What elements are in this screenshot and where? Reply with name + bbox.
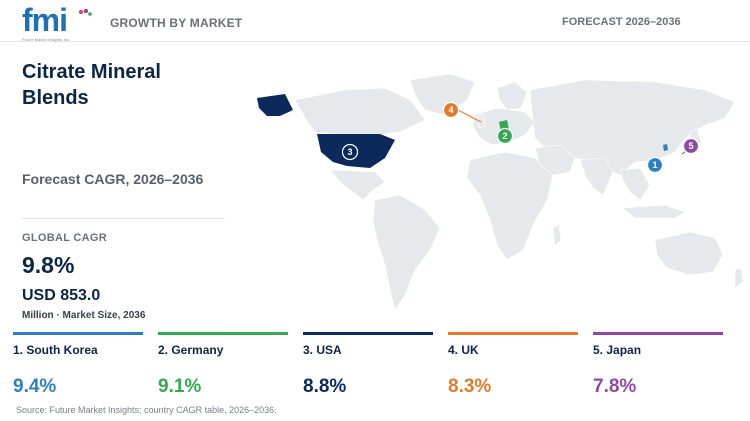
card-accent-bar — [158, 332, 288, 335]
alaska-shape — [257, 94, 293, 116]
canada-shape — [294, 87, 426, 136]
mexico-shape — [329, 169, 386, 201]
marker-usa[interactable]: 3 — [341, 143, 359, 161]
africa-shape — [466, 151, 554, 261]
page-title: Citrate Mineral Blends — [22, 61, 161, 109]
country-card-germany[interactable]: 2. Germany 9.1% — [158, 332, 288, 402]
country-card-south-korea[interactable]: 1. South Korea 9.4% — [13, 332, 143, 402]
country-cagr: 8.3% — [448, 376, 492, 397]
market-size-value: USD 853.0 — [22, 287, 101, 304]
australia-shape — [654, 231, 724, 276]
world-map: 1 2 3 4 5 — [235, 60, 750, 330]
country-cagr: 8.8% — [303, 376, 347, 397]
marker-usa-label: 3 — [347, 147, 352, 157]
card-accent-bar — [593, 332, 723, 335]
indonesia-shape — [622, 204, 686, 219]
country-cagr: 9.4% — [13, 376, 57, 397]
marker-germany-label: 2 — [502, 131, 507, 141]
country-cagr: 7.8% — [593, 376, 637, 397]
country-name: 1. South Korea — [13, 343, 98, 357]
fmi-logo[interactable]: fmi Future Market Insights, Inc. — [22, 2, 92, 42]
marker-japan-label: 5 — [688, 141, 693, 151]
south-america-shape — [372, 194, 441, 311]
uk-leader-line — [457, 109, 482, 123]
country-cards: 1. South Korea 9.4% 2. Germany 9.1% 3. U… — [0, 332, 750, 402]
country-cagr: 9.1% — [158, 376, 202, 397]
header: fmi Future Market Insights, Inc. GROWTH … — [0, 0, 750, 42]
market-size-unit: Million · Market Size, 2036 — [22, 310, 146, 321]
card-accent-bar — [448, 332, 578, 335]
section-label: GROWTH BY MARKET — [110, 16, 243, 30]
logo-subtext: Future Market Insights, Inc. — [22, 37, 71, 42]
global-cagr-value: 9.8% — [22, 252, 75, 278]
marker-uk-label: 4 — [448, 105, 453, 115]
forecast-cagr-label: Forecast CAGR, 2026–2036 — [22, 171, 204, 187]
global-cagr-label: GLOBAL CAGR — [22, 232, 107, 244]
marker-japan[interactable]: 5 — [682, 137, 700, 155]
new-zealand-shape — [734, 267, 744, 289]
card-accent-bar — [303, 332, 433, 335]
scandinavia-shape — [496, 81, 528, 111]
marker-germany[interactable]: 2 — [496, 127, 514, 145]
country-card-usa[interactable]: 3. USA 8.8% — [303, 332, 433, 402]
world-map-svg: 1 2 3 4 5 — [257, 73, 744, 311]
divider — [22, 218, 225, 219]
country-card-japan[interactable]: 5. Japan 7.8% — [593, 332, 723, 402]
madagascar-shape — [552, 224, 562, 247]
country-name: 5. Japan — [593, 343, 642, 357]
country-name: 2. Germany — [158, 343, 224, 357]
land-masses — [294, 73, 744, 311]
southeast-asia-shape — [619, 167, 651, 201]
logo-dots-icon — [78, 8, 92, 16]
south-korea-shape — [663, 144, 668, 151]
country-name: 3. USA — [303, 343, 342, 357]
marker-south-korea[interactable]: 1 — [646, 156, 664, 174]
country-name: 4. UK — [448, 343, 479, 357]
marker-south-korea-label: 1 — [652, 160, 657, 170]
country-card-uk[interactable]: 4. UK 8.3% — [448, 332, 578, 402]
middle-east-shape — [534, 144, 576, 176]
forecast-period-label: FORECAST 2026–2036 — [562, 16, 681, 28]
greenland-shape — [409, 73, 476, 116]
card-accent-bar — [13, 332, 143, 335]
uk-shape — [477, 113, 486, 129]
source-note: Source: Future Market Insights; country … — [16, 405, 277, 415]
logo-text: fmi — [22, 2, 68, 38]
marker-uk[interactable]: 4 — [442, 101, 460, 119]
india-shape — [579, 157, 614, 196]
